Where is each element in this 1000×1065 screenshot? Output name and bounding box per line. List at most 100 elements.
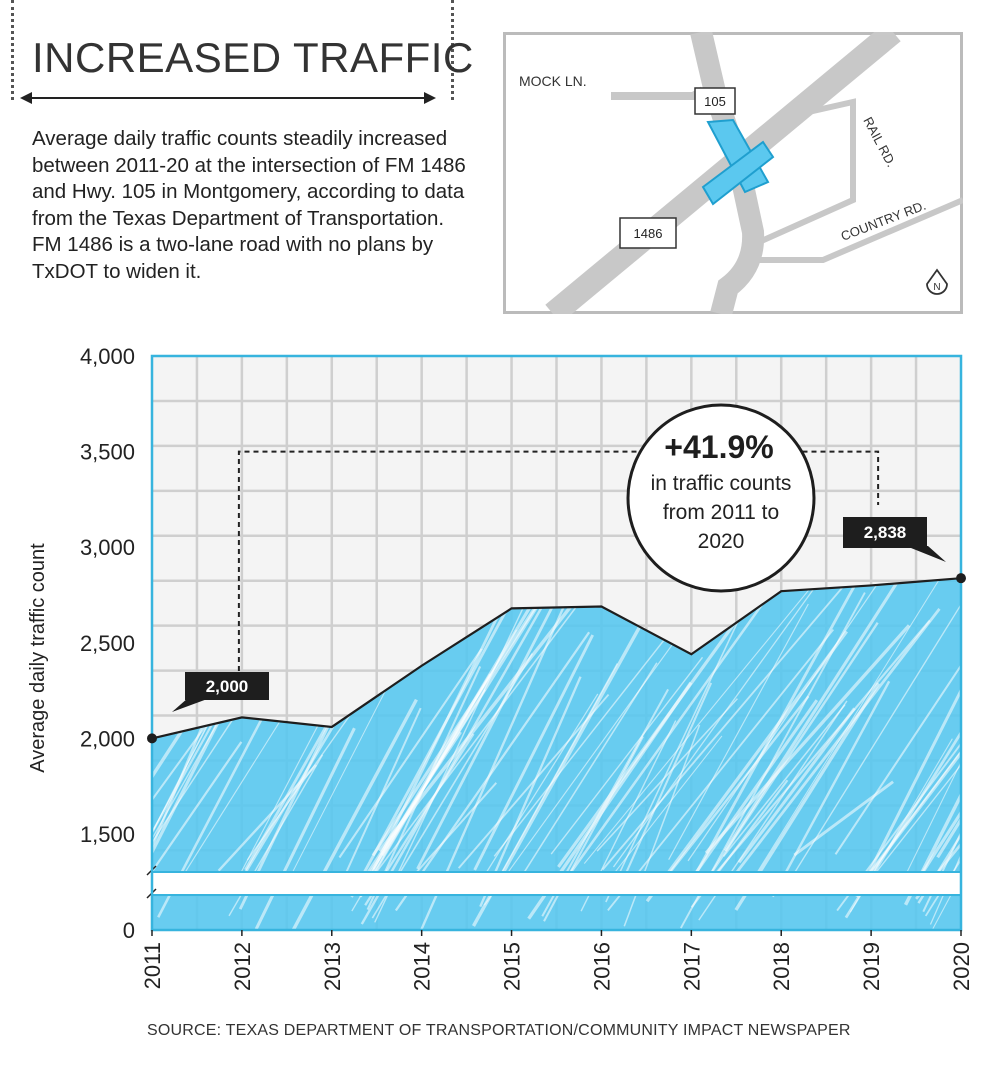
- hatch-stroke: [716, 619, 931, 873]
- fm-1486-shield: [619, 217, 677, 249]
- hatch-stroke: [0, 619, 119, 915]
- hatch-stroke: [233, 703, 348, 892]
- hatch-stroke: [338, 648, 483, 859]
- hatch-stroke: [722, 704, 846, 857]
- hatch-stroke: [727, 608, 941, 885]
- y-axis: 0 1,500 2,000 2,500 3,000 3,500 4,000: [80, 344, 135, 943]
- hatch-stroke: [723, 578, 956, 852]
- hatch-stroke: [362, 578, 613, 891]
- end-point: [956, 573, 966, 584]
- country-rd-road: [748, 197, 963, 263]
- double-arrow-icon: [20, 92, 436, 104]
- y-tick-label: 2,000: [80, 726, 135, 751]
- hatch-stroke: [416, 604, 555, 870]
- start-value-text: 2,000: [206, 677, 249, 696]
- hatch-stroke: [479, 676, 582, 908]
- x-tick-label: 2019: [859, 942, 884, 991]
- hatch-stroke: [909, 674, 961, 892]
- hatch-stroke: [359, 578, 574, 898]
- hatch-stroke: [860, 660, 961, 892]
- hwy-105-label: 105: [704, 94, 726, 109]
- hatch-stroke: [152, 713, 237, 878]
- hatch-stroke: [0, 633, 140, 885]
- start-value-callout: 2,000: [172, 672, 269, 712]
- hatch-stroke: [668, 603, 809, 860]
- svg-text:N: N: [933, 282, 940, 293]
- value-callouts: 2,000 2,838: [172, 517, 946, 712]
- percent-change-value: +41.9%: [664, 429, 773, 465]
- hatch-stroke: [612, 584, 818, 868]
- hatch-stroke: [494, 663, 619, 885]
- y-tick-label: 3,500: [80, 440, 135, 465]
- plot-frame-rect: [150, 354, 963, 932]
- hatch-stroke: [737, 707, 856, 864]
- hatch-stroke: [473, 634, 594, 871]
- x-tick-label: 2013: [320, 942, 345, 991]
- hatch-stroke: [0, 721, 27, 864]
- hatch-stroke: [871, 578, 961, 872]
- hatch-stroke: [420, 578, 620, 930]
- hatch-stroke: [917, 595, 961, 904]
- y-tick-label: 1,500: [80, 822, 135, 847]
- hatch-stroke: [602, 735, 723, 889]
- hatch-stroke: [617, 682, 713, 891]
- y-tick-label: 2,500: [80, 631, 135, 656]
- hatch-stroke: [693, 699, 819, 875]
- x-tick-label: 2020: [949, 942, 974, 991]
- percent-change-bubble: +41.9% in traffic counts from 2011 to 2020: [626, 403, 816, 593]
- header-frame-right: [451, 0, 454, 100]
- axis-break-gap: [152, 872, 961, 895]
- series-line: [151, 577, 962, 740]
- hatch-stroke: [360, 605, 511, 877]
- data-points: [147, 573, 966, 744]
- hwy-105-shield: [694, 87, 736, 115]
- hatch-stroke: [687, 578, 926, 862]
- hatch-stroke: [0, 616, 16, 930]
- intersection-highlight: [701, 118, 775, 206]
- locator-map: MOCK LN. 105 1486 RAIL RD. COUNTRY RD. N: [503, 32, 963, 314]
- y-axis-title: Average daily traffic count: [27, 543, 49, 773]
- y-tick-label: 3,000: [80, 535, 135, 560]
- north-arrow-icon: N: [926, 268, 948, 295]
- map-border: [503, 32, 963, 314]
- bubble-circle: [626, 403, 816, 593]
- end-value-text: 2,838: [864, 523, 907, 542]
- hatch-stroke: [855, 578, 961, 898]
- y-tick-label: 0: [123, 918, 135, 943]
- x-tick-label: 2011: [140, 942, 165, 989]
- hatch-stroke: [0, 640, 145, 889]
- percent-change-caption: from 2011 to: [663, 501, 779, 524]
- hatch-stroke: [0, 639, 114, 923]
- axis-break-band: [146, 865, 961, 899]
- plot-frame: [150, 354, 963, 932]
- hatch-stroke: [683, 578, 896, 896]
- hatch-stroke: [520, 662, 658, 879]
- leader-path: [237, 450, 880, 680]
- intro-paragraph: Average daily traffic counts steadily in…: [32, 127, 466, 283]
- hatch-stroke: [0, 712, 6, 854]
- hatch-stroke: [557, 580, 766, 868]
- y-tick-label: 4,000: [80, 344, 135, 369]
- infographic-title: INCREASED TRAFFIC: [32, 34, 474, 81]
- mock-ln-label: MOCK LN.: [519, 73, 587, 89]
- fm-1486-label: 1486: [634, 226, 663, 241]
- hatch-stroke: [701, 622, 879, 888]
- hwy-105-road: [690, 32, 765, 314]
- hatch-stroke: [493, 612, 687, 857]
- hatch-stroke: [746, 578, 961, 890]
- hatch-stroke: [583, 578, 828, 864]
- hatch-stroke: [793, 780, 894, 857]
- hatch-stroke: [771, 680, 891, 898]
- header-frame-left: [11, 0, 14, 100]
- end-value-callout: 2,838: [843, 517, 946, 562]
- x-tick-label: 2017: [679, 942, 704, 991]
- hatch-stroke: [922, 578, 961, 913]
- hatch-stroke: [654, 695, 810, 891]
- dashed-leader-line: [237, 450, 880, 680]
- hatch-stroke: [0, 573, 117, 851]
- hatch-stroke: [550, 656, 704, 855]
- percent-change-caption: in traffic counts: [651, 472, 792, 495]
- hatch-stroke: [380, 578, 596, 857]
- hatch-stroke: [904, 639, 961, 877]
- x-tick-label: 2015: [500, 942, 525, 991]
